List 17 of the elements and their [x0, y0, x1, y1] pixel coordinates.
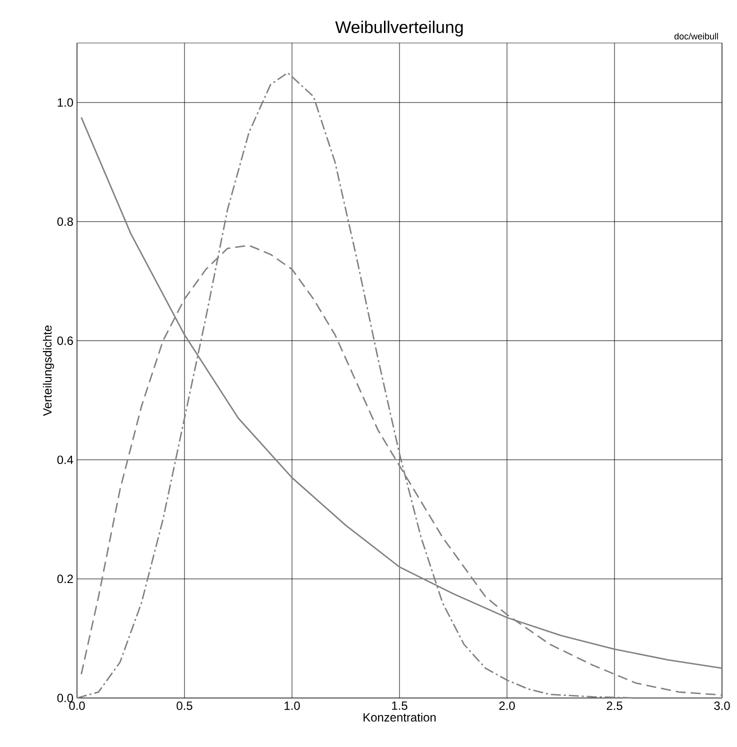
- y-axis-title: Verteilungsdichte: [42, 326, 54, 416]
- y-tick-label: 0.4: [57, 456, 74, 464]
- y-tick-label: 0.0: [57, 694, 74, 702]
- x-tick-label: 1.5: [392, 702, 408, 710]
- y-tick-label: 0.2: [57, 574, 73, 584]
- x-tick-label: 0.5: [176, 702, 192, 710]
- chart-title: Weibullverteilung: [335, 20, 463, 36]
- y-tick-label: 0.6: [57, 336, 73, 345]
- x-tick-label: 2.0: [499, 702, 515, 710]
- text: doc/weibull: [674, 32, 718, 40]
- x-tick-label: 1.0: [284, 702, 300, 710]
- y-tick-label: 0.8: [57, 217, 73, 226]
- x-tick-label: 3.0: [714, 702, 730, 710]
- x-tick-label: 2.5: [606, 702, 622, 710]
- x-axis-title: Konzentration: [364, 712, 436, 722]
- y-tick-label: 1.0: [58, 98, 74, 107]
- x-tick-label: 0.0: [69, 702, 85, 710]
